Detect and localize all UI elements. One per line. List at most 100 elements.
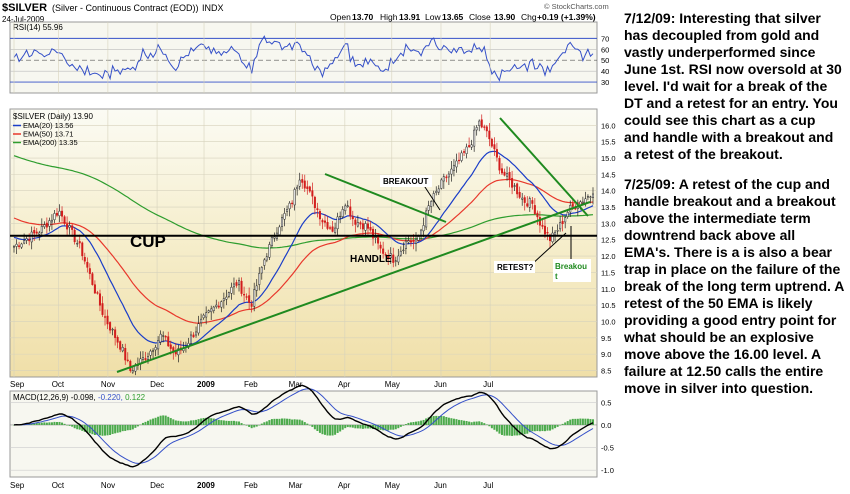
candle-body <box>432 193 435 202</box>
candle-body <box>468 145 471 148</box>
macd-histogram-bar <box>452 418 455 425</box>
macd-histogram-bar <box>389 424 392 430</box>
cup-label: CUP <box>130 232 166 251</box>
candle-body <box>425 210 428 228</box>
macd-label-main: MACD(12,26,9) -0.098, <box>13 393 96 402</box>
candle-body <box>306 186 309 189</box>
macd-histogram-bar <box>227 420 230 425</box>
candle-body <box>121 347 124 352</box>
candle-body <box>369 226 372 231</box>
candle-body <box>427 205 430 211</box>
price-tick-label: 16.0 <box>601 121 616 130</box>
breakout-label: BREAKOUT <box>383 177 428 186</box>
candle-body <box>250 303 253 307</box>
macd-histogram-bar <box>374 424 377 430</box>
high-value: 13.91 <box>399 12 421 22</box>
candle-body <box>387 255 390 260</box>
macd-histogram-bar <box>260 423 263 425</box>
macd-histogram-bar <box>470 422 473 425</box>
macd-histogram-bar <box>356 424 359 429</box>
candle-body <box>475 127 478 131</box>
intermediate-downtrend-line <box>499 117 589 217</box>
candle-body <box>541 224 544 227</box>
macd-histogram-bar <box>331 424 334 436</box>
macd-histogram-bar <box>184 421 187 425</box>
candle-body <box>389 253 392 259</box>
macd-histogram-bar <box>455 419 458 425</box>
macd-histogram-bar <box>220 420 223 425</box>
macd-histogram-bar <box>235 421 238 425</box>
macd-histogram-bar <box>73 424 76 429</box>
macd-histogram-bar <box>169 418 172 425</box>
price-tick-label: 14.0 <box>601 187 616 196</box>
macd-histogram-bar <box>503 424 506 436</box>
macd-histogram-bar <box>442 416 445 425</box>
macd-histogram-bar <box>329 424 332 436</box>
candle-body <box>210 308 213 313</box>
low-value: 13.65 <box>442 12 464 22</box>
macd-label-signal: -0.220, <box>98 393 123 402</box>
breakout-label-box <box>380 175 432 187</box>
macd-label-hist: 0.122 <box>125 393 146 402</box>
macd-histogram-bar <box>38 423 41 425</box>
price-tick-label: 11.5 <box>601 268 615 277</box>
candle-body <box>321 220 324 223</box>
macd-histogram-bar <box>189 420 192 425</box>
macd-histogram-bar <box>253 424 256 428</box>
macd-histogram-bar <box>303 422 306 425</box>
candle-body <box>488 130 491 140</box>
candle-body <box>303 180 306 189</box>
x-tick-label: Jun <box>434 380 447 389</box>
macd-histogram-bar <box>273 418 276 425</box>
macd-histogram-bar <box>245 424 248 426</box>
macd-histogram-bar <box>559 424 562 426</box>
candle-body <box>442 176 445 182</box>
candle-body <box>159 333 162 343</box>
x-tick-label: Sep <box>10 380 25 389</box>
macd-histogram-bar <box>217 419 220 425</box>
macd-histogram-bar <box>500 424 503 435</box>
candle-body <box>129 360 132 371</box>
macd-histogram-bar <box>53 421 56 425</box>
candle-body <box>195 331 198 336</box>
candle-body <box>23 240 26 244</box>
macd-histogram-bar <box>313 424 316 430</box>
x-tick-label: 2009 <box>197 481 215 490</box>
macd-histogram-bar <box>311 424 314 427</box>
macd-histogram-bar <box>364 424 367 429</box>
macd-histogram-bar <box>493 424 496 430</box>
candle-body <box>225 296 228 300</box>
macd-histogram-bar <box>323 424 326 435</box>
macd-histogram-bar <box>240 423 243 425</box>
candle-body <box>86 261 89 268</box>
close-label: Close <box>469 12 491 22</box>
candle-body <box>126 359 129 362</box>
macd-histogram-bar <box>412 422 415 425</box>
candle-body <box>88 268 91 274</box>
macd-histogram-bar <box>420 420 423 425</box>
candle-body <box>470 144 473 148</box>
candle-body <box>586 196 589 198</box>
open-label: Open <box>330 12 351 22</box>
candle-body <box>311 190 314 197</box>
candle-body <box>76 243 79 245</box>
candle-body <box>430 201 433 207</box>
macd-histogram-bar <box>172 419 175 425</box>
candle-body <box>220 301 223 308</box>
candle-body <box>28 239 31 242</box>
rsi-tick-label: 30 <box>601 78 609 87</box>
price-tick-label: 13.0 <box>601 219 616 228</box>
candle-body <box>397 255 400 263</box>
candle-body <box>71 225 74 230</box>
candle-body <box>50 219 53 223</box>
macd-histogram-bar <box>296 419 299 425</box>
candle-body <box>119 341 122 350</box>
candle-body <box>104 316 107 318</box>
candle-body <box>298 179 301 187</box>
macd-histogram-bar <box>336 424 339 433</box>
macd-histogram-bar <box>528 424 531 433</box>
candle-body <box>91 273 94 285</box>
macd-histogram-bar <box>498 424 501 434</box>
price-tick-label: 12.0 <box>601 252 616 261</box>
x-tick-label: Mar <box>289 380 303 389</box>
